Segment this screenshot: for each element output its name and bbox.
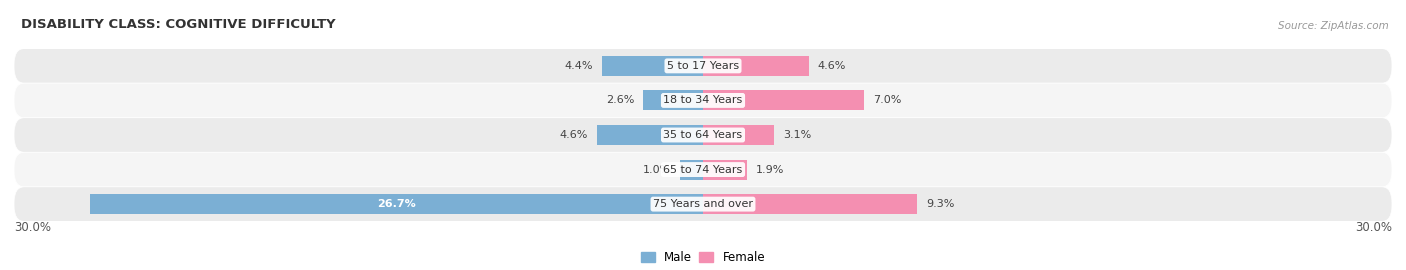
Bar xyxy=(598,125,703,145)
Text: 1.0%: 1.0% xyxy=(643,164,671,175)
Bar xyxy=(703,56,808,76)
FancyBboxPatch shape xyxy=(14,187,1392,221)
Text: 7.0%: 7.0% xyxy=(873,95,901,106)
Bar xyxy=(681,160,703,180)
Text: 35 to 64 Years: 35 to 64 Years xyxy=(664,130,742,140)
Text: DISABILITY CLASS: COGNITIVE DIFFICULTY: DISABILITY CLASS: COGNITIVE DIFFICULTY xyxy=(21,18,336,31)
Bar xyxy=(90,194,703,214)
FancyBboxPatch shape xyxy=(14,118,1392,152)
Bar xyxy=(703,125,775,145)
Text: Source: ZipAtlas.com: Source: ZipAtlas.com xyxy=(1278,21,1389,31)
Bar xyxy=(703,194,917,214)
Text: 9.3%: 9.3% xyxy=(925,199,955,209)
Text: 30.0%: 30.0% xyxy=(14,221,51,234)
FancyBboxPatch shape xyxy=(14,83,1392,118)
Bar xyxy=(703,90,863,110)
FancyBboxPatch shape xyxy=(14,152,1392,187)
Text: 5 to 17 Years: 5 to 17 Years xyxy=(666,61,740,71)
Text: 26.7%: 26.7% xyxy=(377,199,416,209)
Text: 18 to 34 Years: 18 to 34 Years xyxy=(664,95,742,106)
Legend: Male, Female: Male, Female xyxy=(641,251,765,264)
Text: 75 Years and over: 75 Years and over xyxy=(652,199,754,209)
Text: 65 to 74 Years: 65 to 74 Years xyxy=(664,164,742,175)
Text: 4.4%: 4.4% xyxy=(564,61,593,71)
Bar xyxy=(644,90,703,110)
Bar xyxy=(602,56,703,76)
Bar xyxy=(703,160,747,180)
Text: 2.6%: 2.6% xyxy=(606,95,634,106)
Text: 4.6%: 4.6% xyxy=(818,61,846,71)
Text: 3.1%: 3.1% xyxy=(783,130,811,140)
Text: 4.6%: 4.6% xyxy=(560,130,588,140)
Text: 1.9%: 1.9% xyxy=(756,164,785,175)
Text: 30.0%: 30.0% xyxy=(1355,221,1392,234)
FancyBboxPatch shape xyxy=(14,49,1392,83)
